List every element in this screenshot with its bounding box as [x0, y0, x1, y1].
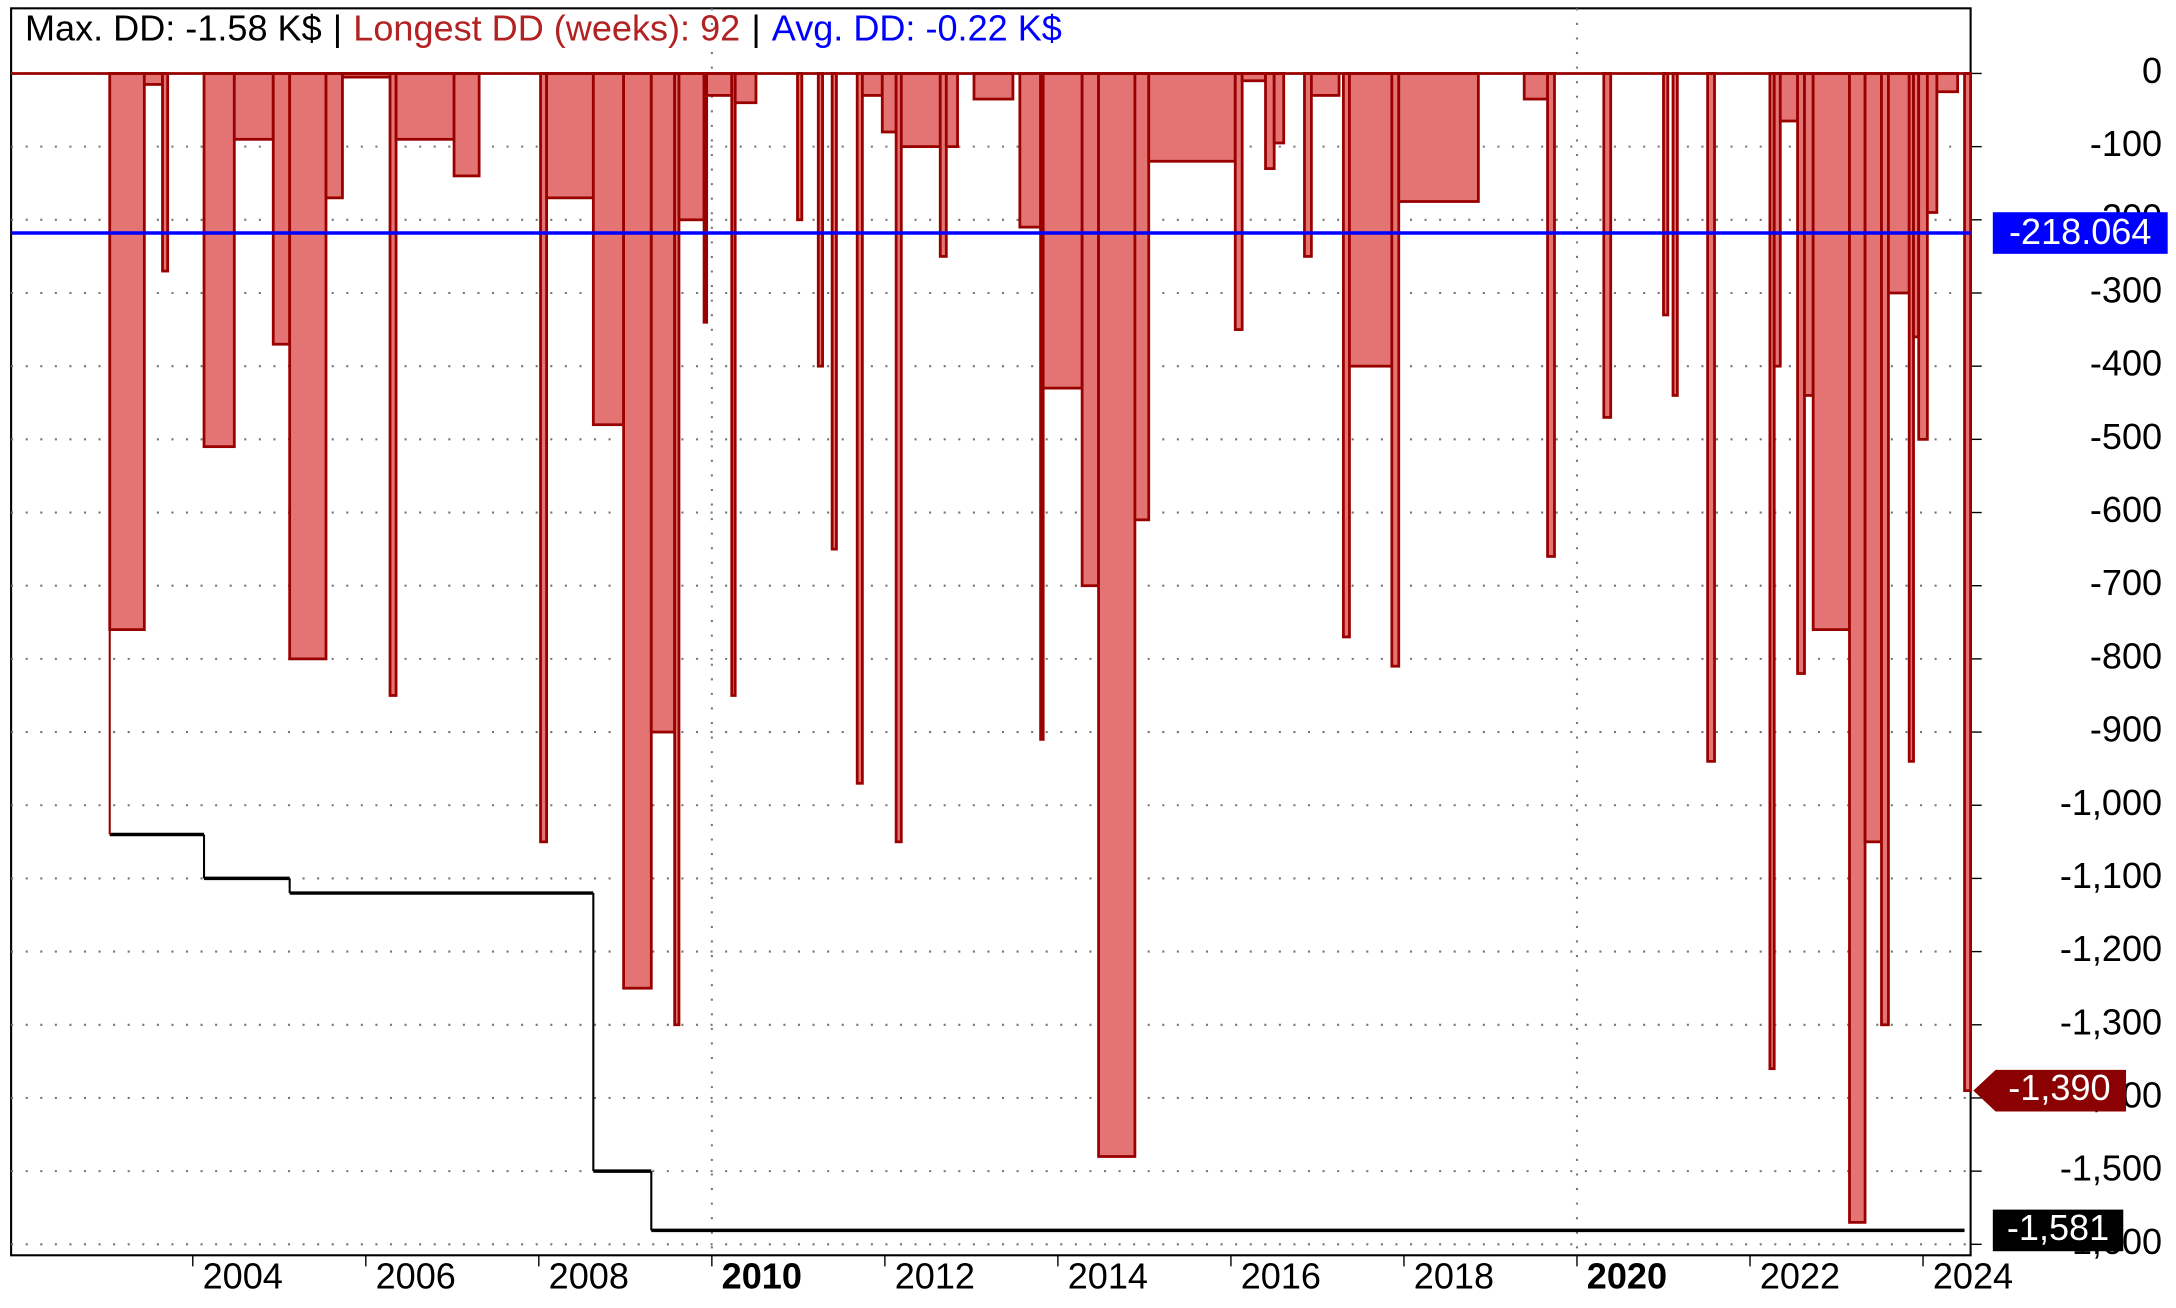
max-dd-tag	[1992, 1209, 2124, 1252]
drawdown-bar	[1925, 72, 1939, 214]
x-tick-label: 2024	[1933, 1255, 2013, 1296]
drawdown-bar	[796, 72, 804, 222]
drawdown-bar	[1233, 72, 1244, 331]
last-value-tag	[1973, 1069, 2127, 1112]
y-tick-label: -500	[2090, 416, 2162, 457]
title-part: Avg. DD: -0.22 K$	[772, 7, 1062, 48]
max-dd-label: -1,581	[2007, 1207, 2109, 1248]
y-tick-label: -1,300	[2060, 1001, 2162, 1042]
drawdown-bar	[1863, 72, 1883, 844]
drawdown-bar	[1887, 72, 1911, 295]
drawdown-bar	[705, 72, 734, 97]
drawdown-bar	[1080, 72, 1100, 588]
drawdown-bar	[232, 72, 275, 141]
drawdown-bar	[1018, 72, 1042, 229]
title-part: Longest DD (weeks): 92	[353, 7, 740, 48]
average-tag	[1992, 212, 2168, 254]
drawdown-bar	[1309, 72, 1341, 97]
drawdown-bar	[142, 72, 164, 86]
drawdown-bar	[1303, 72, 1313, 258]
title-part: |	[333, 7, 342, 48]
drawdown-bar	[394, 72, 456, 141]
drawdown-bar	[1848, 72, 1867, 1224]
x-tick-label: 2014	[1068, 1255, 1148, 1296]
average-label: -218.064	[2009, 211, 2151, 252]
drawdown-bar	[1041, 72, 1084, 390]
drawdown-bar	[677, 72, 706, 222]
drawdown-bar	[591, 72, 625, 427]
drawdown-bar	[202, 72, 236, 449]
x-tick-label: 2010	[722, 1255, 802, 1296]
y-tick-label: -1,500	[2060, 1148, 2162, 1189]
y-tick-label: -1,000	[2060, 782, 2162, 823]
drawdown-bar	[622, 72, 653, 990]
y-tick-label: -900	[2090, 709, 2162, 750]
drawdown-bar	[649, 72, 677, 734]
drawdown-bar	[899, 72, 942, 149]
y-tick-label: -1,200	[2060, 928, 2162, 969]
drawdown-bar	[733, 72, 758, 105]
drawdown-bar	[1348, 72, 1394, 368]
drawdown-bar	[1662, 72, 1670, 317]
drawdown-bar	[1097, 72, 1137, 1158]
drawdown-bar	[288, 72, 328, 661]
drawdown-bar	[816, 72, 824, 368]
x-tick-label: 2022	[1760, 1255, 1840, 1296]
last-value-label: -1,390	[2008, 1067, 2110, 1108]
drawdown-bar	[730, 72, 737, 697]
x-tick-label: 2008	[549, 1255, 629, 1296]
drawdown-bar	[1397, 72, 1480, 203]
drawdown-bar	[1522, 72, 1549, 101]
drawdown-bar	[1602, 72, 1613, 419]
y-tick-label: -600	[2090, 489, 2162, 530]
drawdown-bar	[894, 72, 903, 844]
drawdown-bar	[702, 72, 709, 324]
chart-title: Max. DD: -1.58 K$ | Longest DD (weeks): 92…	[25, 7, 1062, 48]
y-tick-label: -400	[2090, 343, 2162, 384]
x-tick-label: 2016	[1241, 1255, 1321, 1296]
y-tick-label: -800	[2090, 635, 2162, 676]
y-tick-label: 0	[2142, 50, 2162, 91]
drawdown-bar	[1272, 72, 1286, 145]
drawdown-bar	[108, 72, 146, 631]
drawdown-bar	[855, 72, 864, 785]
drawdown-bar	[545, 72, 595, 200]
y-tick-label: -100	[2090, 123, 2162, 164]
title-part: Max. DD: -1.58 K$	[25, 7, 322, 48]
x-tick-label: 2020	[1587, 1255, 1667, 1296]
x-tick-label: 2004	[203, 1255, 283, 1296]
drawdown-bar	[830, 72, 838, 551]
drawdown-bar	[944, 72, 959, 149]
drawdown-bar	[388, 72, 398, 697]
y-tick-label: -300	[2090, 270, 2162, 311]
x-tick-label: 2006	[376, 1255, 456, 1296]
x-tick-label: 2012	[895, 1255, 975, 1296]
y-tick-label: -1,100	[2060, 855, 2162, 896]
x-tick-label: 2018	[1414, 1255, 1494, 1296]
y-tick-label: -700	[2090, 562, 2162, 603]
drawdown-bar	[452, 72, 481, 178]
drawdown-bar	[1147, 72, 1237, 163]
title-part: |	[751, 7, 760, 48]
drawdown-bar	[880, 72, 898, 134]
drawdown-bar	[1706, 72, 1716, 763]
drawdown-bar	[860, 72, 884, 97]
drawdown-bar	[271, 72, 292, 346]
drawdown-bar	[1811, 72, 1851, 631]
drawdown-bar	[1935, 72, 1960, 94]
drawdown-bar	[1963, 72, 1973, 1093]
drawdown-bar	[1133, 72, 1151, 522]
drawdown-bar	[324, 72, 344, 200]
drawdown-bar	[1546, 72, 1556, 558]
drawdown-bar	[1778, 72, 1799, 123]
drawdown-bar	[161, 72, 170, 273]
drawdown-bar	[972, 72, 1015, 101]
